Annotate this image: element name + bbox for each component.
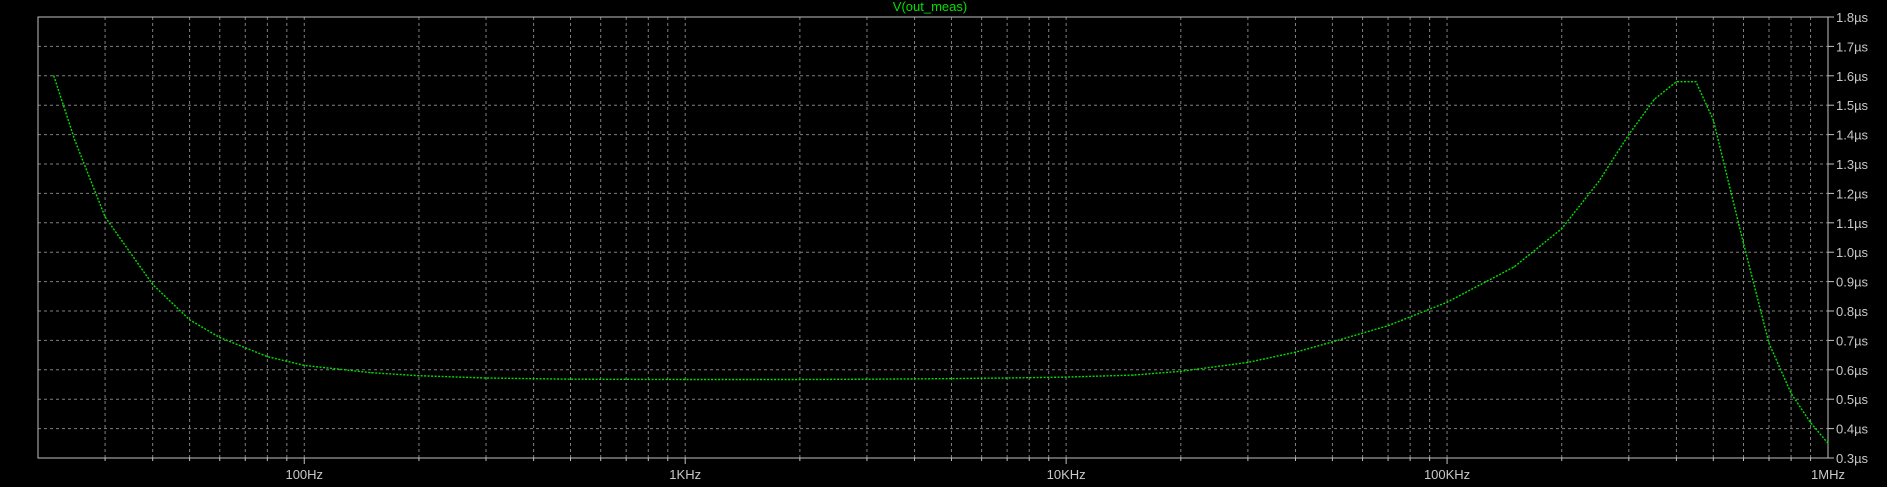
- series-point: [1247, 361, 1249, 363]
- y-tick-label: 1.8µs: [1836, 10, 1869, 25]
- plot-frame: [37, 16, 1829, 459]
- y-tick-label: 1.1µs: [1836, 216, 1869, 231]
- y-tick-label: 1.5µs: [1836, 98, 1869, 113]
- series-point: [1180, 370, 1182, 372]
- y-tick-label: 0.3µs: [1836, 451, 1869, 466]
- y-tick-label: 1.4µs: [1836, 128, 1869, 143]
- series-point: [1294, 351, 1297, 353]
- y-tick-label: 1.7µs: [1836, 39, 1869, 54]
- series-point: [74, 139, 76, 142]
- x-tick-label: 1MHz: [1811, 467, 1845, 482]
- trace-title[interactable]: V(out_meas): [893, 0, 967, 14]
- series-point: [303, 364, 305, 366]
- series-traces: [53, 75, 1829, 444]
- y-tick-label: 0.6µs: [1836, 363, 1869, 378]
- series-point: [1675, 81, 1677, 83]
- series-point: [53, 75, 55, 77]
- series-point: [569, 378, 572, 380]
- y-tick-label: 1.6µs: [1836, 69, 1869, 84]
- series-point: [1810, 422, 1812, 424]
- series-point: [370, 372, 372, 374]
- y-tick-label: 0.5µs: [1836, 392, 1869, 407]
- series-line: [53, 75, 1829, 444]
- series-point: [266, 356, 268, 358]
- series-point: [1561, 228, 1563, 230]
- series-point: [485, 377, 487, 379]
- x-tick-label: 100Hz: [285, 467, 323, 482]
- y-tick-label: 0.9µs: [1836, 275, 1869, 290]
- series-point: [418, 375, 420, 377]
- series-point: [1827, 442, 1829, 444]
- y-tick-label: 0.4µs: [1836, 422, 1869, 437]
- series-point: [1446, 301, 1448, 303]
- y-tick-label: 0.8µs: [1836, 304, 1869, 319]
- series-point: [1387, 325, 1389, 327]
- y-tick-label: 1.3µs: [1836, 157, 1869, 172]
- series-point: [1132, 374, 1134, 376]
- series-point: [1695, 81, 1697, 83]
- series-point: [104, 216, 106, 218]
- series-point: [1598, 181, 1600, 183]
- series-point: [1712, 119, 1714, 121]
- series-point: [219, 336, 221, 339]
- series-point: [1653, 98, 1655, 100]
- grid-lines: [38, 17, 1828, 458]
- series-point: [866, 378, 868, 380]
- series-point: [189, 319, 191, 321]
- axis-ticks: [104, 16, 1834, 464]
- x-tick-label: 1KHz: [669, 467, 701, 482]
- series-point: [1768, 342, 1770, 344]
- series-point: [950, 378, 953, 380]
- series-point: [152, 283, 154, 286]
- series-point: [1742, 242, 1745, 244]
- series-point: [1006, 377, 1008, 379]
- axis-tick-labels: 0.3µs 0.4µs 0.5µs 0.6µs 0.7µs 0.8µs 0.9µs 1.0µs…: [285, 10, 1868, 482]
- series-point: [799, 378, 801, 381]
- y-tick-label: 1.2µs: [1836, 186, 1869, 201]
- series-point: [1331, 341, 1333, 343]
- x-tick-label: 100KHz: [1424, 467, 1470, 482]
- y-tick-label: 1.0µs: [1836, 245, 1869, 260]
- series-point: [1513, 266, 1515, 268]
- series-point: [1065, 376, 1067, 378]
- x-tick-label: 10KHz: [1047, 467, 1086, 482]
- series-point: [1790, 392, 1792, 394]
- series-point: [1628, 134, 1630, 136]
- y-tick-label: 0.7µs: [1836, 333, 1869, 348]
- series-point: [684, 378, 686, 381]
